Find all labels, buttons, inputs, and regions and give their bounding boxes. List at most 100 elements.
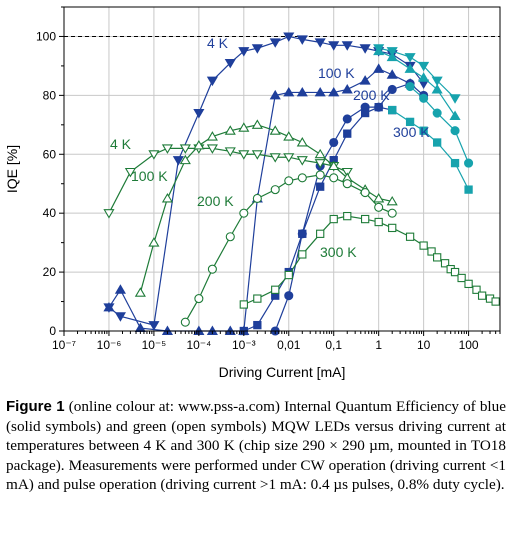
data-point: [329, 214, 338, 224]
x-tick-label: 10⁻⁴: [186, 338, 211, 352]
data-point: [180, 317, 190, 327]
data-point: [271, 285, 280, 294]
y-tick-label: 20: [43, 265, 57, 279]
data-point: [251, 119, 263, 129]
data-point: [419, 126, 428, 135]
axis-ticks: 10⁻⁷ 10⁻⁶ 10⁻⁵ 10⁻⁴ 10⁻³ 0,01 0,1 1 10 100 0 20 40 60…: [36, 6, 501, 352]
data-point: [298, 229, 307, 238]
data-point: [283, 86, 295, 97]
plot-area: [64, 7, 500, 331]
x-tick-label: 1: [375, 338, 382, 352]
data-point: [418, 61, 430, 72]
annotation-blue-100k: 100 K: [318, 65, 355, 81]
series-green-300-k: [239, 211, 500, 309]
data-point: [450, 126, 460, 136]
data-point: [449, 94, 461, 104]
data-point: [374, 202, 384, 212]
x-tick-label: 10⁻⁵: [142, 338, 167, 352]
data-point: [239, 208, 249, 218]
data-point: [440, 259, 450, 268]
data-point: [269, 125, 281, 135]
data-point: [148, 321, 160, 331]
data-point: [405, 81, 415, 92]
data-point: [343, 129, 352, 138]
data-point: [284, 291, 294, 301]
data-point: [373, 45, 385, 56]
data-point: [328, 41, 340, 51]
series-green-200-k: [180, 170, 397, 327]
series-blue-high-current-pulse-4-k-: [373, 44, 461, 104]
y-tick-label: 100: [36, 29, 56, 43]
data-point: [207, 264, 217, 274]
data-point: [224, 147, 236, 157]
data-point: [419, 241, 428, 250]
data-point: [269, 153, 281, 163]
data-point: [433, 253, 442, 262]
data-point: [296, 35, 308, 45]
annotation-green-4k: 4 K: [110, 136, 132, 152]
data-point: [419, 93, 429, 103]
data-point: [373, 192, 385, 203]
x-axis-title: Driving Current [mA]: [219, 364, 346, 380]
x-tick-label: 10: [417, 338, 431, 352]
data-point: [297, 173, 307, 183]
data-point: [224, 125, 236, 135]
data-point: [388, 223, 397, 233]
series-blue-high-current-pulse-300-k-: [388, 105, 473, 194]
x-tick-label: 0,01: [277, 338, 301, 352]
data-point: [341, 84, 353, 94]
data-point: [206, 76, 218, 87]
data-point: [284, 270, 293, 280]
data-point: [296, 86, 308, 97]
data-point: [316, 182, 325, 191]
data-point: [314, 159, 326, 169]
y-tick-label: 0: [49, 324, 56, 338]
x-tick-label: 100: [459, 338, 479, 352]
data-point: [283, 153, 295, 163]
data-point: [427, 247, 436, 256]
data-point: [388, 105, 397, 115]
data-point: [360, 108, 370, 118]
data-point: [373, 63, 385, 73]
data-point: [253, 320, 262, 330]
y-axis-title: IQE [%]: [4, 145, 20, 193]
data-point: [161, 144, 174, 154]
data-point: [284, 176, 294, 186]
data-point: [194, 294, 204, 304]
data-point: [314, 38, 326, 48]
data-point: [431, 76, 443, 87]
annotation-blue-4k: 4 K: [207, 35, 229, 51]
series-group: [103, 32, 500, 336]
data-point: [343, 211, 352, 221]
data-point: [314, 86, 326, 97]
data-point: [114, 284, 126, 294]
data-point: [296, 137, 308, 147]
data-point: [359, 75, 371, 85]
data-point: [161, 192, 174, 203]
annotation-blue-200k: 200 K: [353, 87, 390, 103]
data-point: [134, 287, 146, 297]
data-point: [239, 300, 248, 309]
data-point: [296, 156, 308, 166]
data-point: [491, 297, 500, 306]
figure-caption: Figure 1 (online colour at: www.pss-a.co…: [6, 397, 506, 495]
chart-figure: 10⁻⁷ 10⁻⁶ 10⁻⁵ 10⁻⁴ 10⁻³ 0,01 0,1 1 10 100 0 20 40 60…: [4, 6, 501, 380]
data-point: [404, 53, 416, 63]
caption-label: Figure 1: [6, 398, 65, 415]
data-point: [359, 44, 371, 54]
data-point: [374, 102, 383, 112]
series-green-4-k: [103, 144, 353, 219]
data-point: [269, 38, 281, 48]
y-tick-label: 60: [43, 147, 57, 161]
data-point: [270, 185, 280, 195]
data-point: [148, 237, 160, 247]
data-point: [238, 150, 250, 160]
annotation-green-300k: 300 K: [320, 244, 357, 260]
data-point: [269, 89, 281, 100]
data-point: [238, 122, 250, 132]
annotations-group: 4 K 100 K 200 K 300 K 4 K 100 K 200 K 300 K: [110, 35, 430, 260]
data-point: [464, 279, 473, 289]
data-point: [374, 217, 383, 227]
data-point: [251, 44, 263, 54]
data-point: [418, 72, 430, 82]
